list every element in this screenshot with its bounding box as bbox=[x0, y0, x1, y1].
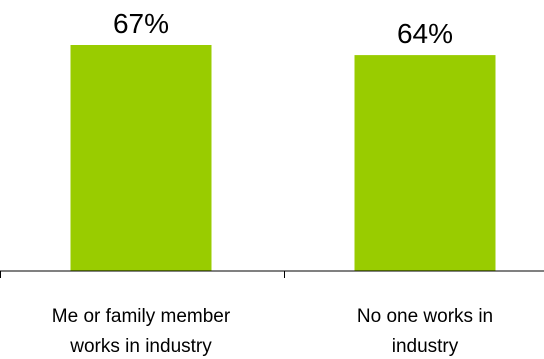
category-labels-group: Me or family member works in industry No o… bbox=[52, 306, 493, 357]
x-axis-ticks-group bbox=[0, 271, 285, 278]
bars-group bbox=[70, 45, 496, 271]
category-label-0-line-1: works in industry bbox=[69, 336, 212, 357]
value-label-0: 67% bbox=[113, 8, 169, 39]
bar-0 bbox=[70, 45, 212, 271]
value-labels-group: 67% 64% bbox=[113, 8, 453, 49]
category-label-0-line-0: Me or family member bbox=[52, 306, 231, 327]
category-label-1-line-0: No one works in bbox=[357, 306, 493, 327]
value-label-1: 64% bbox=[397, 18, 453, 49]
bar-1 bbox=[354, 55, 496, 271]
category-label-1-line-1: industry bbox=[392, 336, 459, 357]
